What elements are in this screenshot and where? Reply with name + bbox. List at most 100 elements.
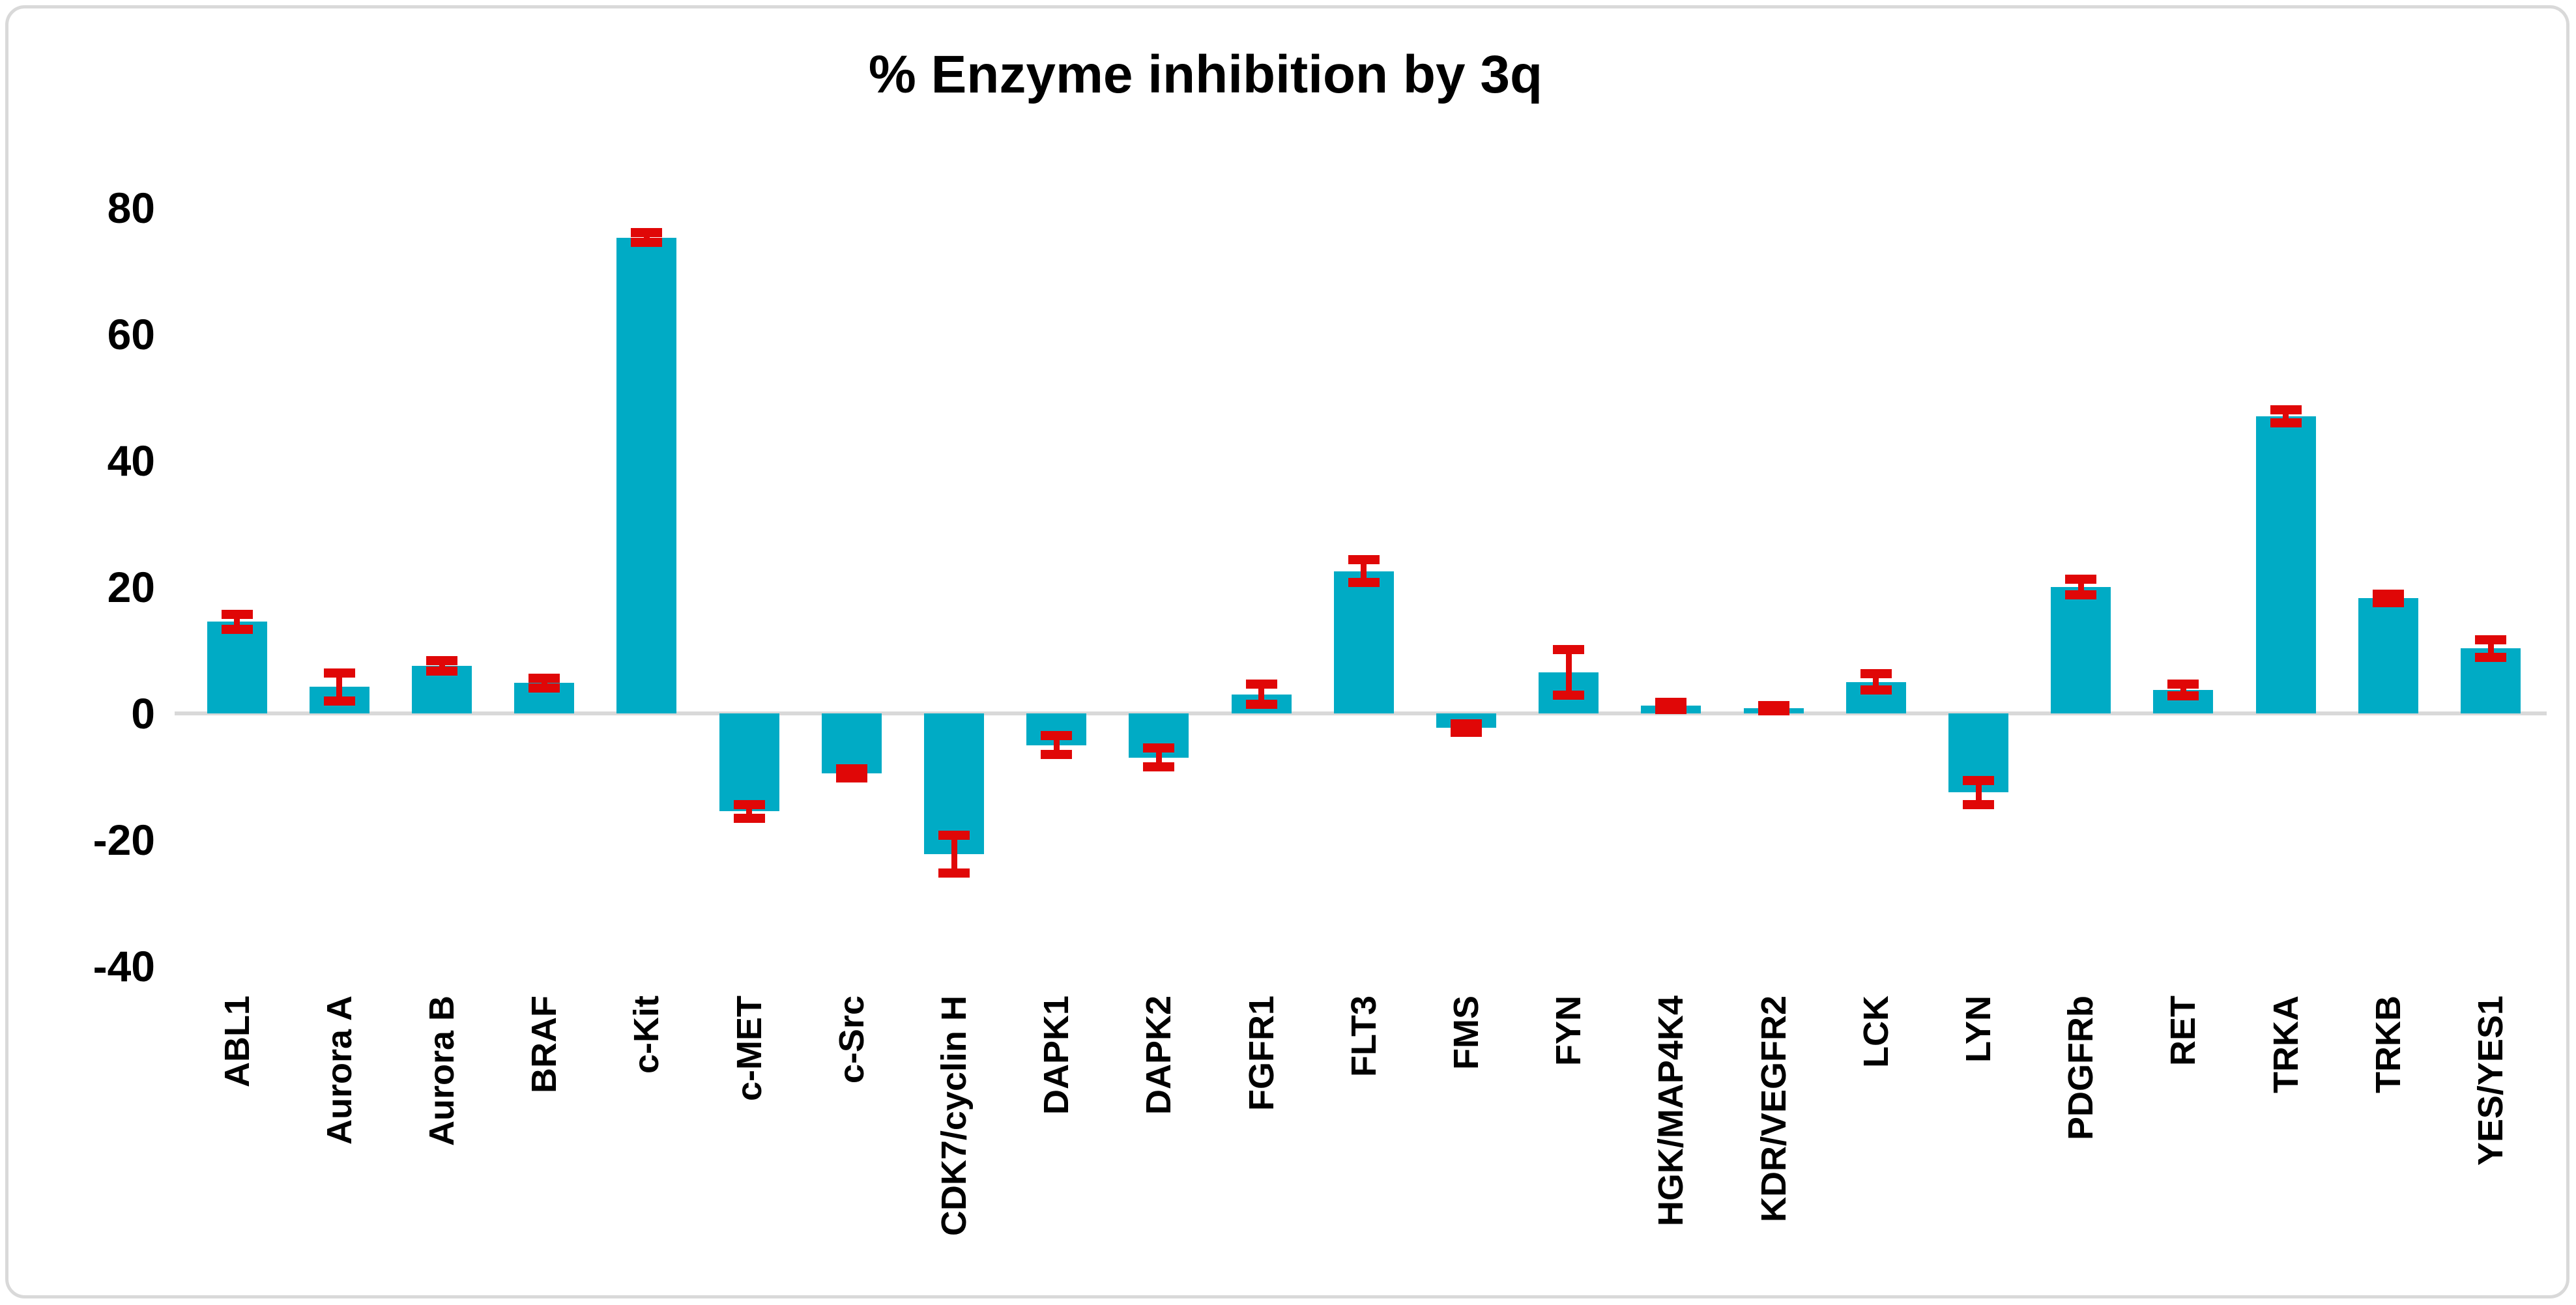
error-bar-cap xyxy=(528,683,560,693)
error-bar-cap xyxy=(1758,706,1789,716)
y-axis-tick-label: 20 xyxy=(107,563,155,611)
error-bar-cap xyxy=(1655,705,1687,715)
chart-frame xyxy=(5,5,2569,1298)
error-bar-cap xyxy=(1143,762,1175,772)
error-bar-line xyxy=(951,835,957,874)
category-label: FLT3 xyxy=(1344,996,1383,1077)
error-bar-cap xyxy=(1041,750,1073,760)
bar xyxy=(1333,571,1394,713)
error-bar-cap xyxy=(2372,598,2404,608)
y-axis-tick-label: 80 xyxy=(107,184,155,232)
category-label: Aurora B xyxy=(422,996,461,1147)
error-bar-cap xyxy=(1348,578,1380,588)
category-label: Aurora A xyxy=(319,996,359,1145)
error-bar-cap xyxy=(528,673,560,683)
category-label: RET xyxy=(2164,996,2203,1066)
error-bar-cap xyxy=(426,656,457,666)
error-bar-cap xyxy=(835,773,867,782)
error-bar-cap xyxy=(2270,418,2302,427)
category-label: YES/YES1 xyxy=(2471,996,2510,1166)
category-label: FYN xyxy=(1549,996,1589,1066)
error-bar-cap xyxy=(631,238,663,248)
bar xyxy=(2051,587,2111,713)
error-bar-cap xyxy=(2372,589,2404,599)
error-bar-line xyxy=(2180,684,2186,696)
error-bar-line xyxy=(336,672,343,701)
chart-title: % Enzyme inhibition by 3q xyxy=(868,45,1543,104)
error-bar-line xyxy=(2283,410,2289,423)
error-bar-cap xyxy=(1963,799,1994,809)
category-label: FGFR1 xyxy=(1241,996,1281,1111)
error-bar-cap xyxy=(1553,645,1585,655)
bar xyxy=(207,622,267,713)
bar xyxy=(2358,598,2418,713)
y-axis-tick-label: 0 xyxy=(131,689,155,738)
error-bar-cap xyxy=(2065,590,2097,599)
error-bar-line xyxy=(643,232,650,243)
category-label: HGK/MAP4K4 xyxy=(1651,996,1691,1227)
error-bar-line xyxy=(1565,650,1572,695)
error-bar-line xyxy=(234,614,240,629)
category-label: c-MET xyxy=(729,996,769,1101)
error-bar-cap xyxy=(2167,680,2199,689)
error-bar-cap xyxy=(835,764,867,774)
zero-axis-line xyxy=(175,711,2547,715)
category-label: KDR/VEGFR2 xyxy=(1754,996,1793,1223)
error-bar-cap xyxy=(2475,635,2506,644)
error-bar-cap xyxy=(1348,555,1380,565)
category-label: CDK7/cyclin H xyxy=(934,996,974,1237)
error-bar-line xyxy=(1155,748,1162,767)
error-bar-cap xyxy=(1451,719,1482,728)
error-bar-cap xyxy=(733,814,765,824)
error-bar-cap xyxy=(1143,743,1175,753)
category-label: TRKB xyxy=(2368,996,2408,1093)
error-bar-cap xyxy=(1451,728,1482,738)
error-bar-cap xyxy=(323,668,355,678)
error-bar-line xyxy=(1975,780,1982,805)
category-label: c-Kit xyxy=(627,996,667,1074)
error-bar-cap xyxy=(938,831,970,840)
category-label: PDGFRb xyxy=(2061,996,2101,1140)
category-label: LYN xyxy=(1959,996,1998,1063)
error-bar-line xyxy=(541,678,547,689)
error-bar-line xyxy=(1258,684,1265,705)
category-label: ABL1 xyxy=(217,996,257,1088)
category-label: BRAF xyxy=(525,996,564,1093)
error-bar-cap xyxy=(1655,697,1687,707)
bar xyxy=(2255,416,2316,713)
bar xyxy=(821,713,882,774)
error-bar-cap xyxy=(2270,405,2302,415)
error-bar-cap xyxy=(1245,700,1277,710)
error-bar-cap xyxy=(1860,668,1892,678)
error-bar-line xyxy=(2077,579,2084,595)
error-bar-cap xyxy=(1860,685,1892,695)
category-label: DAPK1 xyxy=(1037,996,1077,1115)
error-bar-line xyxy=(746,804,753,818)
error-bar-cap xyxy=(426,667,457,676)
y-axis-tick-label: 40 xyxy=(107,437,155,485)
error-bar-line xyxy=(1873,673,1879,691)
error-bar-cap xyxy=(1553,690,1585,700)
error-bar-cap xyxy=(323,696,355,706)
error-bar-cap xyxy=(1245,680,1277,689)
error-bar-line xyxy=(2487,639,2494,657)
error-bar-cap xyxy=(631,227,663,237)
category-label: DAPK2 xyxy=(1139,996,1179,1115)
category-label: LCK xyxy=(1856,996,1896,1068)
error-bar-cap xyxy=(2167,691,2199,700)
error-bar-cap xyxy=(1041,730,1073,740)
y-axis-tick-label: 60 xyxy=(107,310,155,358)
y-axis-tick-label: -20 xyxy=(93,816,155,864)
category-label: TRKA xyxy=(2266,996,2306,1093)
bar xyxy=(719,713,779,812)
bar xyxy=(616,237,677,713)
error-bar-cap xyxy=(938,868,970,878)
error-bar-cap xyxy=(221,609,253,619)
category-label: c-Src xyxy=(832,996,871,1084)
error-bar-line xyxy=(1053,735,1060,755)
error-bar-cap xyxy=(221,624,253,634)
error-bar-line xyxy=(439,661,445,671)
error-bar-cap xyxy=(733,799,765,809)
error-bar-line xyxy=(1361,560,1367,583)
